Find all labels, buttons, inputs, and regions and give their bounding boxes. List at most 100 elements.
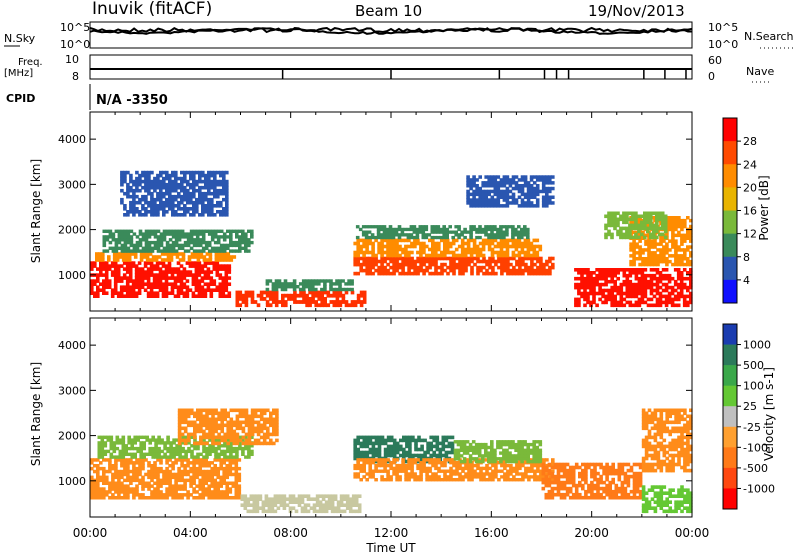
scatter-cell [644, 262, 648, 267]
scatter-cell [365, 450, 370, 455]
scatter-cell [365, 453, 370, 458]
scatter-cell [226, 411, 230, 416]
scatter-cell [211, 449, 215, 454]
scatter-cell [452, 271, 456, 276]
scatter-cell [211, 417, 215, 422]
scatter-cell [252, 509, 257, 514]
scatter-cell [577, 291, 581, 296]
scatter-cell [177, 185, 181, 190]
scatter-cell [315, 503, 320, 507]
scatter-cell [197, 270, 202, 274]
scatter-cell [395, 450, 400, 455]
scatter-cell [338, 290, 343, 295]
scatter-cell [90, 282, 94, 286]
scatter-cell [689, 273, 693, 278]
scatter-cell [226, 441, 230, 446]
scatter-cell [164, 282, 169, 286]
scatter-cell [650, 259, 654, 264]
scatter-cell [476, 256, 480, 261]
scatter-cell [419, 268, 423, 273]
scatter-cell [173, 294, 178, 298]
scatter-cell [177, 200, 181, 205]
scatter-cell [244, 441, 249, 446]
scatter-cell [219, 213, 223, 217]
scatter-cell [201, 229, 206, 233]
scatter-cell [256, 429, 261, 434]
colorbar-swatch [723, 118, 737, 142]
scatter-cell [264, 509, 269, 514]
scatter-cell [210, 179, 214, 184]
scatter-cell [247, 455, 251, 459]
scatter-cell [208, 258, 213, 262]
scatter-cell [156, 191, 160, 196]
scatter-cell [197, 279, 202, 283]
scatter-cell [161, 294, 166, 298]
scatter-cell [280, 282, 285, 286]
scatter-cell [135, 207, 139, 211]
scatter-cell [323, 285, 327, 289]
scatter-cell [634, 226, 638, 231]
scatter-cell [258, 506, 263, 510]
scatter-cell [511, 230, 515, 234]
scatter-cell [604, 288, 608, 293]
scatter-cell [646, 297, 651, 302]
scatter-cell [643, 235, 647, 240]
scatter-cell [158, 276, 163, 280]
scatter-cell [470, 259, 474, 264]
scatter-cell [206, 267, 211, 271]
scatter-cell [267, 497, 272, 501]
scatter-cell [250, 293, 255, 298]
scatter-cell [224, 279, 229, 283]
scatter-cell [380, 238, 384, 243]
scatter-cell [129, 210, 133, 214]
scatter-cell [126, 487, 130, 491]
scatter-cell [192, 229, 197, 233]
scatter-cell [419, 250, 423, 255]
scatter-cell [628, 303, 633, 308]
scatter-cell [428, 478, 432, 482]
scatter-cell [500, 268, 504, 273]
scatter-cell [493, 178, 498, 182]
scatter-cell [201, 461, 205, 465]
scatter-cell [361, 225, 366, 229]
scatter-cell [200, 276, 205, 280]
scatter-cell [130, 444, 134, 448]
scatter-cell [407, 259, 411, 264]
scatter-cell [437, 271, 441, 276]
scatter-cell [447, 450, 452, 455]
scatter-cell [205, 411, 209, 416]
scatter-cell [359, 450, 364, 455]
scatter-cell [149, 267, 154, 271]
scatter-cell [113, 288, 118, 292]
scatter-cell [431, 259, 435, 264]
scatter-cell [541, 204, 546, 208]
scatter-cell [244, 290, 249, 295]
scatter-cell [536, 256, 540, 261]
scatter-cell [677, 259, 681, 264]
scatter-cell [353, 453, 357, 458]
scatter-cell [192, 238, 197, 242]
scatter-cell [222, 472, 226, 477]
scatter-cell [180, 472, 184, 477]
scatter-cell [232, 446, 236, 451]
scatter-cell [437, 469, 441, 473]
scatter-cell [170, 276, 175, 280]
scatter-cell [402, 438, 406, 443]
scatter-cell [386, 447, 391, 452]
scatter-cell [629, 248, 633, 252]
scatter-cell [201, 170, 205, 175]
scatter-cell [511, 178, 516, 182]
scatter-cell [652, 268, 657, 272]
scatter-cell [188, 264, 193, 268]
scatter-cell [132, 478, 136, 483]
scatter-cell [487, 181, 491, 185]
scatter-cell [219, 179, 223, 184]
scatter-cell [156, 490, 160, 494]
scatter-cell [194, 264, 199, 268]
scatter-cell [460, 238, 465, 243]
scatter-cell [353, 262, 357, 267]
scatter-cell [466, 184, 470, 188]
scatter-cell [199, 411, 203, 416]
scatter-cell [520, 233, 524, 237]
scatter-cell [110, 294, 115, 298]
